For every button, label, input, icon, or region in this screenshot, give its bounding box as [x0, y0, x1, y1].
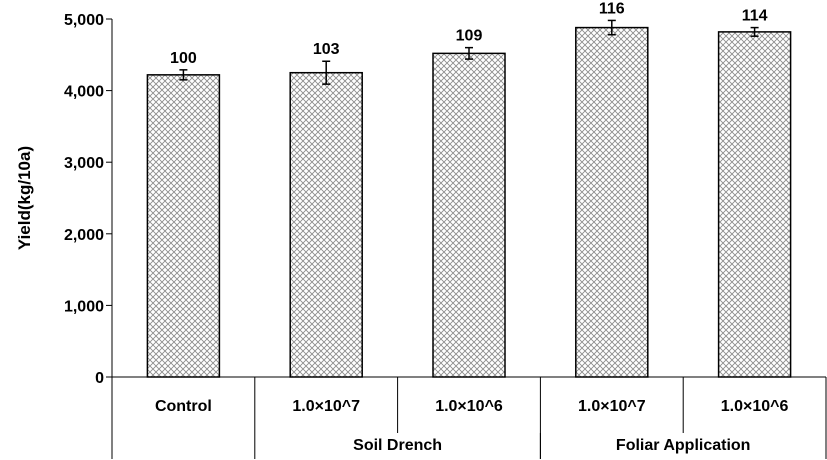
data-label: 100 — [170, 50, 197, 67]
y-tick-label: 2,000 — [64, 227, 104, 244]
bar — [289, 71, 363, 378]
group-label: Foliar Application — [616, 437, 751, 454]
data-label: 109 — [456, 28, 483, 45]
error-bars — [179, 19, 759, 85]
y-axis-label: Yield(kg/10a) — [15, 146, 34, 250]
category-label: 1.0×10^7 — [578, 398, 646, 415]
bar — [717, 31, 792, 378]
bars — [146, 26, 792, 378]
y-tick-label: 1,000 — [64, 298, 104, 315]
category-label: 1.0×10^7 — [292, 398, 360, 415]
data-label: 103 — [313, 41, 340, 58]
category-label: 1.0×10^6 — [721, 398, 789, 415]
y-tick-label: 4,000 — [64, 84, 104, 101]
bar — [575, 26, 649, 378]
data-labels: 100 103 109 116 114 — [170, 0, 768, 66]
y-tick-label: 5,000 — [64, 12, 104, 29]
y-axis: 0 1,000 2,000 3,000 4,000 5,000 — [64, 12, 113, 387]
x-axis: Control 1.0×10^7 1.0×10^6 1.0×10^7 1.0×10^6 S… — [111, 376, 827, 459]
group-label: Soil Drench — [353, 437, 442, 454]
category-label: 1.0×10^6 — [435, 398, 503, 415]
y-tick-label: 0 — [95, 370, 104, 387]
y-tick-label: 3,000 — [64, 155, 104, 172]
data-label: 116 — [599, 0, 625, 17]
bar — [146, 74, 221, 378]
category-label: Control — [155, 398, 212, 415]
y-axis-title: Yield(kg/10a) — [15, 146, 34, 250]
data-label: 114 — [742, 8, 768, 25]
bar — [432, 52, 506, 378]
